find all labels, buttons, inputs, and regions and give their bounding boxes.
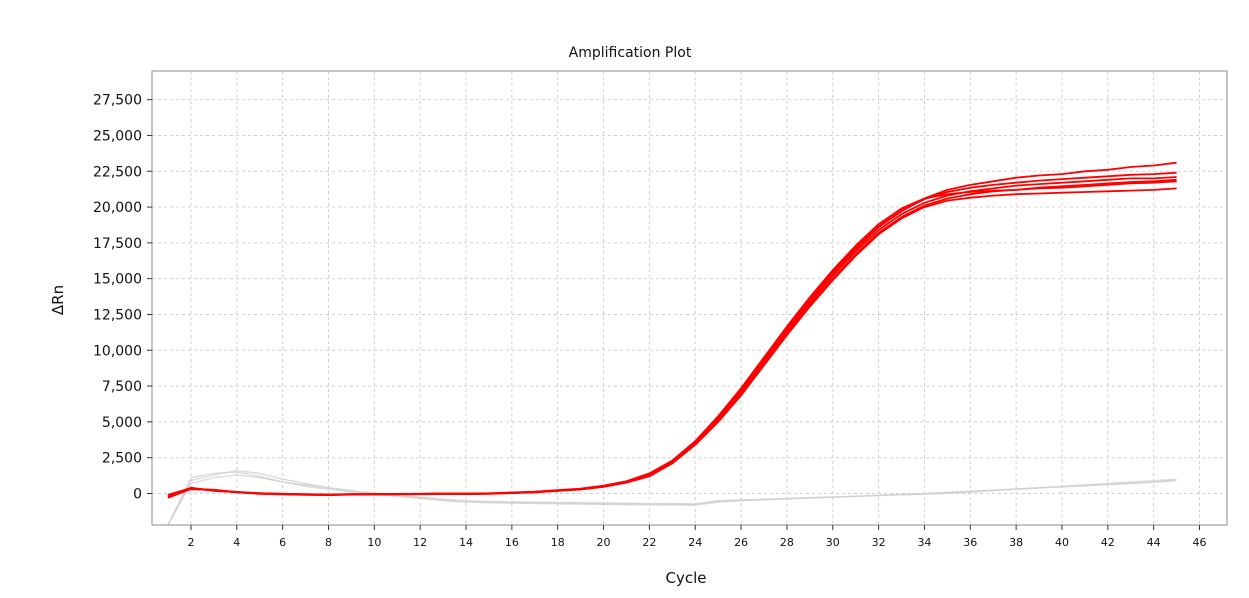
y-tick-label: 2,500 — [102, 451, 142, 467]
y-tick-label: 10,000 — [93, 343, 142, 359]
y-tick-label: 0 — [133, 486, 142, 502]
x-tick-label: 18 — [551, 536, 565, 549]
x-tick-label: 46 — [1192, 536, 1206, 549]
x-tick-label: 12 — [413, 536, 427, 549]
y-axis: 0 2,500 5,000 7,500 10,000 12,500 15,000 17,500… — [93, 93, 152, 502]
amplification-curve — [167, 178, 1177, 498]
y-axis-label: ΔRn — [49, 285, 67, 315]
amplification-curve — [167, 187, 1177, 499]
x-tick-label: 42 — [1101, 536, 1115, 549]
y-tick-label: 12,500 — [93, 307, 142, 323]
x-tick-label: 20 — [597, 536, 611, 549]
amplification-curve — [167, 176, 1177, 498]
x-tick-label: 44 — [1147, 536, 1161, 549]
y-tick-label: 27,500 — [93, 93, 142, 109]
x-tick-label: 22 — [642, 536, 656, 549]
x-axis-label: Cycle — [666, 569, 707, 587]
x-tick-label: 38 — [1009, 536, 1023, 549]
y-tick-label: 17,500 — [93, 236, 142, 252]
x-tick-label: 40 — [1055, 536, 1069, 549]
amplification-curve — [167, 171, 1177, 497]
y-tick-label: 20,000 — [93, 200, 142, 216]
x-tick-label: 34 — [917, 536, 931, 549]
series-layer — [167, 161, 1177, 526]
background-curve — [167, 471, 1177, 526]
y-tick-label: 15,000 — [93, 272, 142, 288]
background-curve — [167, 474, 1177, 526]
x-tick-label: 24 — [688, 536, 702, 549]
x-tick-label: 28 — [780, 536, 794, 549]
x-tick-label: 10 — [367, 536, 381, 549]
grid-layer — [152, 71, 1227, 525]
x-tick-label: 14 — [459, 536, 473, 549]
background-curve — [167, 469, 1177, 526]
x-tick-label: 2 — [187, 536, 194, 549]
plot-frame — [151, 70, 1228, 526]
x-tick-label: 32 — [872, 536, 886, 549]
amplification-curve — [167, 161, 1177, 498]
x-tick-label: 36 — [963, 536, 977, 549]
x-tick-label: 30 — [826, 536, 840, 549]
x-tick-label: 4 — [233, 536, 240, 549]
y-tick-label: 22,500 — [93, 164, 142, 180]
x-axis: 2 4 6 8 10 12 14 16 18 20 22 24 26 28 30 32 34 36 38 40 42 44… — [187, 525, 1206, 549]
x-tick-label: 26 — [734, 536, 748, 549]
x-tick-label: 6 — [279, 536, 286, 549]
amplification-curve — [167, 180, 1177, 496]
x-tick-label: 8 — [325, 536, 332, 549]
y-tick-label: 5,000 — [102, 415, 142, 431]
y-tick-label: 25,000 — [93, 128, 142, 144]
chart-title: Amplification Plot — [569, 45, 692, 61]
x-tick-label: 16 — [505, 536, 519, 549]
y-tick-label: 7,500 — [102, 379, 142, 395]
